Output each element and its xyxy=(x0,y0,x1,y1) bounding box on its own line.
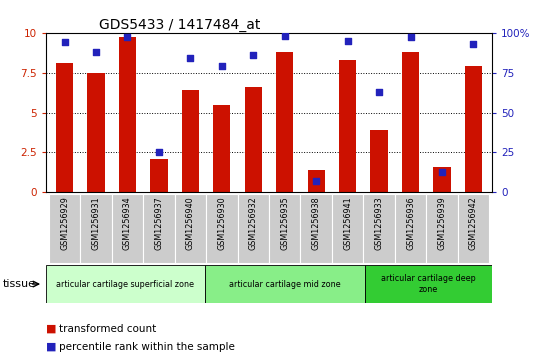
Bar xyxy=(426,194,458,263)
Point xyxy=(437,169,446,175)
Bar xyxy=(402,52,419,192)
Bar xyxy=(433,167,451,192)
Text: tissue: tissue xyxy=(3,279,36,289)
Text: GSM1256938: GSM1256938 xyxy=(312,196,321,250)
Text: GSM1256932: GSM1256932 xyxy=(249,196,258,250)
Bar xyxy=(245,87,262,192)
Point xyxy=(375,89,384,95)
Bar xyxy=(365,265,492,303)
Text: ■: ■ xyxy=(46,342,56,352)
Bar xyxy=(308,170,325,192)
Bar xyxy=(46,265,205,303)
Bar xyxy=(80,194,112,263)
Bar xyxy=(395,194,426,263)
Bar xyxy=(112,194,143,263)
Bar xyxy=(213,105,230,192)
Text: percentile rank within the sample: percentile rank within the sample xyxy=(59,342,235,352)
Point xyxy=(406,34,415,40)
Bar xyxy=(238,194,269,263)
Point xyxy=(92,49,101,55)
Bar xyxy=(276,52,293,192)
Text: GSM1256934: GSM1256934 xyxy=(123,196,132,250)
Point xyxy=(469,41,478,47)
Text: articular cartilage deep
zone: articular cartilage deep zone xyxy=(381,274,476,294)
Text: GSM1256937: GSM1256937 xyxy=(154,196,164,250)
Bar xyxy=(143,194,175,263)
Bar xyxy=(269,194,300,263)
Text: GSM1256941: GSM1256941 xyxy=(343,196,352,250)
Point xyxy=(60,39,69,45)
Bar xyxy=(150,159,167,192)
Bar xyxy=(465,66,482,192)
Text: GSM1256931: GSM1256931 xyxy=(91,196,101,250)
Text: transformed count: transformed count xyxy=(59,323,157,334)
Bar xyxy=(87,73,105,192)
Text: articular cartilage superficial zone: articular cartilage superficial zone xyxy=(56,280,194,289)
Point xyxy=(217,63,226,69)
Bar xyxy=(182,90,199,192)
Bar xyxy=(205,265,365,303)
Text: GSM1256929: GSM1256929 xyxy=(60,196,69,250)
Text: articular cartilage mid zone: articular cartilage mid zone xyxy=(229,280,341,289)
Point xyxy=(343,38,352,44)
Bar xyxy=(206,194,238,263)
Text: GSM1256935: GSM1256935 xyxy=(280,196,289,250)
Point xyxy=(249,52,258,58)
Text: GSM1256930: GSM1256930 xyxy=(217,196,226,250)
Bar xyxy=(119,37,136,192)
Bar xyxy=(371,130,388,192)
Text: GDS5433 / 1417484_at: GDS5433 / 1417484_at xyxy=(100,18,261,32)
Text: GSM1256936: GSM1256936 xyxy=(406,196,415,250)
Bar xyxy=(56,63,73,192)
Point xyxy=(312,178,321,184)
Point xyxy=(186,55,195,61)
Bar xyxy=(363,194,395,263)
Point xyxy=(154,150,163,155)
Text: GSM1256933: GSM1256933 xyxy=(374,196,384,250)
Bar xyxy=(49,194,80,263)
Text: GSM1256939: GSM1256939 xyxy=(437,196,447,250)
Bar xyxy=(175,194,206,263)
Text: GSM1256940: GSM1256940 xyxy=(186,196,195,250)
Bar xyxy=(458,194,489,263)
Text: GSM1256942: GSM1256942 xyxy=(469,196,478,250)
Bar xyxy=(300,194,332,263)
Text: ■: ■ xyxy=(46,323,56,334)
Point xyxy=(280,33,289,39)
Bar xyxy=(339,60,356,192)
Bar xyxy=(332,194,363,263)
Point xyxy=(123,34,132,40)
